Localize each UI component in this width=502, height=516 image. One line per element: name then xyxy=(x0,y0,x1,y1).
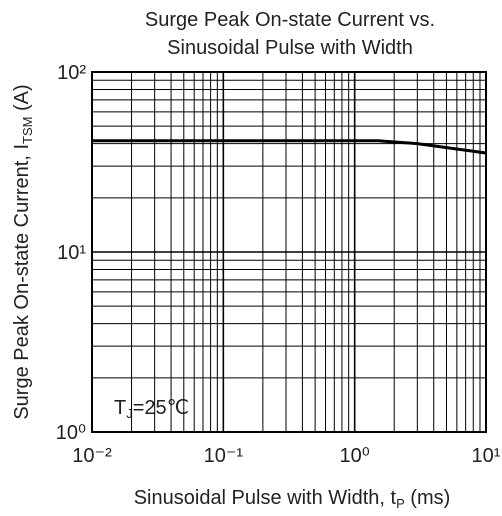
x-label-main: Sinusoidal Pulse with Width, t xyxy=(134,487,397,509)
annotation-end: =25℃ xyxy=(133,397,189,419)
plot-frame xyxy=(91,71,487,433)
chart-title: Surge Peak On-state Current vs. xyxy=(145,9,435,31)
y-label-sub: TSM xyxy=(20,117,35,144)
y-tick-label: 10⁰ xyxy=(56,422,86,444)
x-label-end: (ms) xyxy=(405,487,451,509)
chart-title: Sinusoidal Pulse with Width xyxy=(167,37,413,59)
annotation-sub: J xyxy=(126,406,133,421)
annotation: TJ=25℃ xyxy=(114,397,189,421)
x-axis-label: Sinusoidal Pulse with Width, tP (ms) xyxy=(134,487,451,511)
y-axis-label: Surge Peak On-state Current, ITSM (A) xyxy=(11,84,35,419)
y-tick-label: 10² xyxy=(57,62,86,84)
y-label-main: Surge Peak On-state Current, I xyxy=(11,144,33,420)
x-tick-label: 10⁻¹ xyxy=(204,445,244,467)
x-tick-label: 10⁻² xyxy=(72,445,112,467)
y-label-end: (A) xyxy=(11,84,33,116)
data-line xyxy=(92,139,487,155)
x-tick-label: 10¹ xyxy=(472,445,501,467)
x-tick-label: 10⁰ xyxy=(340,445,370,467)
x-label-sub: P xyxy=(396,496,405,511)
annotation-main: T xyxy=(114,397,126,419)
y-tick-label: 10¹ xyxy=(57,242,86,264)
